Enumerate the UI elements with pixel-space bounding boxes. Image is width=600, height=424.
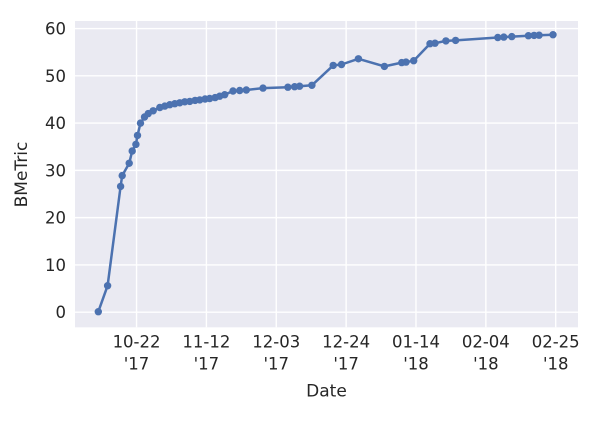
y-tick-label: 0 xyxy=(56,303,67,322)
data-point xyxy=(337,60,346,69)
data-point xyxy=(128,147,136,155)
x-tick-label: 12-03 xyxy=(252,332,300,351)
data-point xyxy=(221,91,229,99)
data-point xyxy=(149,107,157,115)
data-point xyxy=(410,57,418,65)
gridline-layer xyxy=(75,21,578,328)
data-series-layer xyxy=(94,31,557,316)
x-axis-label: Date xyxy=(306,382,347,402)
y-tick-label: 40 xyxy=(45,114,66,133)
data-point xyxy=(295,82,304,90)
data-point xyxy=(402,58,410,66)
x-tick-label: 10-22 xyxy=(113,332,161,351)
y-tick-label: 20 xyxy=(45,209,66,228)
data-point xyxy=(136,119,145,127)
data-point xyxy=(354,55,363,63)
data-point xyxy=(284,83,292,91)
x-tick-label: 11-12 xyxy=(182,332,230,351)
y-tick-label: 10 xyxy=(45,256,66,275)
y-axis-label: BMeTric xyxy=(12,142,32,208)
plot-area xyxy=(75,21,578,328)
data-point xyxy=(535,31,543,39)
data-point xyxy=(133,131,142,140)
x-tick-label-year: '17 xyxy=(124,354,150,373)
data-point xyxy=(494,33,502,42)
data-point xyxy=(94,308,103,316)
x-tick-label-year: '18 xyxy=(473,354,499,373)
tick-label-layer: 0 10 20 30 40 50 60 10-22 '17 11-12 '17 12-03 '17 12-… xyxy=(45,20,580,374)
data-point xyxy=(431,39,439,47)
data-point xyxy=(500,33,508,41)
data-point xyxy=(116,182,125,191)
data-point xyxy=(308,81,316,90)
x-tick-label-year: '17 xyxy=(333,354,359,373)
data-point xyxy=(451,36,460,45)
data-point xyxy=(236,86,244,95)
y-tick-label: 50 xyxy=(45,67,66,86)
y-tick-label: 60 xyxy=(45,20,66,39)
data-point xyxy=(132,140,140,149)
x-tick-label: 02-25 xyxy=(532,332,580,351)
x-tick-label-year: '17 xyxy=(194,354,220,373)
plot-background-layer xyxy=(75,21,578,328)
data-point xyxy=(508,32,516,41)
data-point xyxy=(329,61,337,70)
x-tick-label-year: '18 xyxy=(403,354,429,373)
data-point xyxy=(524,32,533,40)
data-point xyxy=(549,31,557,39)
y-tick-label: 30 xyxy=(45,161,66,180)
data-point xyxy=(380,62,389,71)
data-point xyxy=(118,171,126,180)
data-point xyxy=(242,86,250,94)
x-tick-label-year: '18 xyxy=(543,354,569,373)
data-point xyxy=(229,87,237,95)
x-tick-label: 12-24 xyxy=(322,332,370,351)
data-point xyxy=(103,282,112,290)
x-tick-label: 01-14 xyxy=(392,332,440,351)
x-tick-label: 02-04 xyxy=(462,332,510,351)
data-point xyxy=(442,37,450,45)
data-point xyxy=(259,84,267,92)
x-tick-label-year: '17 xyxy=(263,354,289,373)
data-point xyxy=(125,159,133,167)
